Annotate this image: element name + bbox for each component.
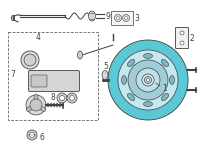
Ellipse shape: [144, 101, 153, 106]
Ellipse shape: [78, 51, 83, 59]
Circle shape: [180, 31, 184, 35]
FancyBboxPatch shape: [29, 71, 80, 91]
Text: 2: 2: [189, 34, 194, 42]
Text: 9: 9: [106, 11, 111, 20]
Circle shape: [21, 51, 39, 69]
Text: 8: 8: [50, 93, 55, 102]
Ellipse shape: [127, 93, 135, 101]
Circle shape: [116, 16, 120, 20]
Ellipse shape: [88, 11, 96, 21]
Ellipse shape: [34, 94, 38, 100]
Circle shape: [118, 50, 178, 110]
Ellipse shape: [144, 54, 153, 59]
Circle shape: [24, 54, 36, 66]
Bar: [111, 11, 133, 25]
Ellipse shape: [40, 107, 46, 111]
Circle shape: [108, 40, 188, 120]
Circle shape: [27, 130, 37, 140]
Ellipse shape: [102, 71, 108, 80]
Circle shape: [26, 95, 46, 115]
Ellipse shape: [161, 93, 169, 101]
Text: 1: 1: [162, 83, 167, 92]
Circle shape: [67, 93, 77, 103]
FancyBboxPatch shape: [176, 27, 188, 49]
Ellipse shape: [170, 76, 174, 85]
Circle shape: [146, 78, 150, 82]
Text: 3: 3: [134, 14, 139, 22]
Circle shape: [124, 16, 128, 20]
Circle shape: [144, 76, 152, 83]
Ellipse shape: [26, 107, 32, 111]
Ellipse shape: [161, 59, 169, 67]
Circle shape: [30, 99, 42, 111]
Ellipse shape: [127, 59, 135, 67]
Circle shape: [30, 132, 35, 137]
Text: 5: 5: [104, 61, 108, 71]
Circle shape: [128, 60, 168, 100]
Text: 6: 6: [39, 132, 44, 142]
Circle shape: [114, 15, 122, 21]
Circle shape: [122, 15, 130, 21]
Text: 4: 4: [36, 32, 40, 41]
Circle shape: [180, 41, 184, 45]
Bar: [8, 32, 98, 120]
Text: 7: 7: [10, 70, 15, 78]
FancyBboxPatch shape: [31, 75, 47, 87]
Ellipse shape: [122, 76, 127, 85]
Circle shape: [57, 93, 67, 103]
Circle shape: [136, 68, 160, 92]
Circle shape: [142, 74, 154, 86]
Circle shape: [70, 96, 74, 101]
Circle shape: [146, 78, 150, 81]
Circle shape: [60, 96, 64, 101]
